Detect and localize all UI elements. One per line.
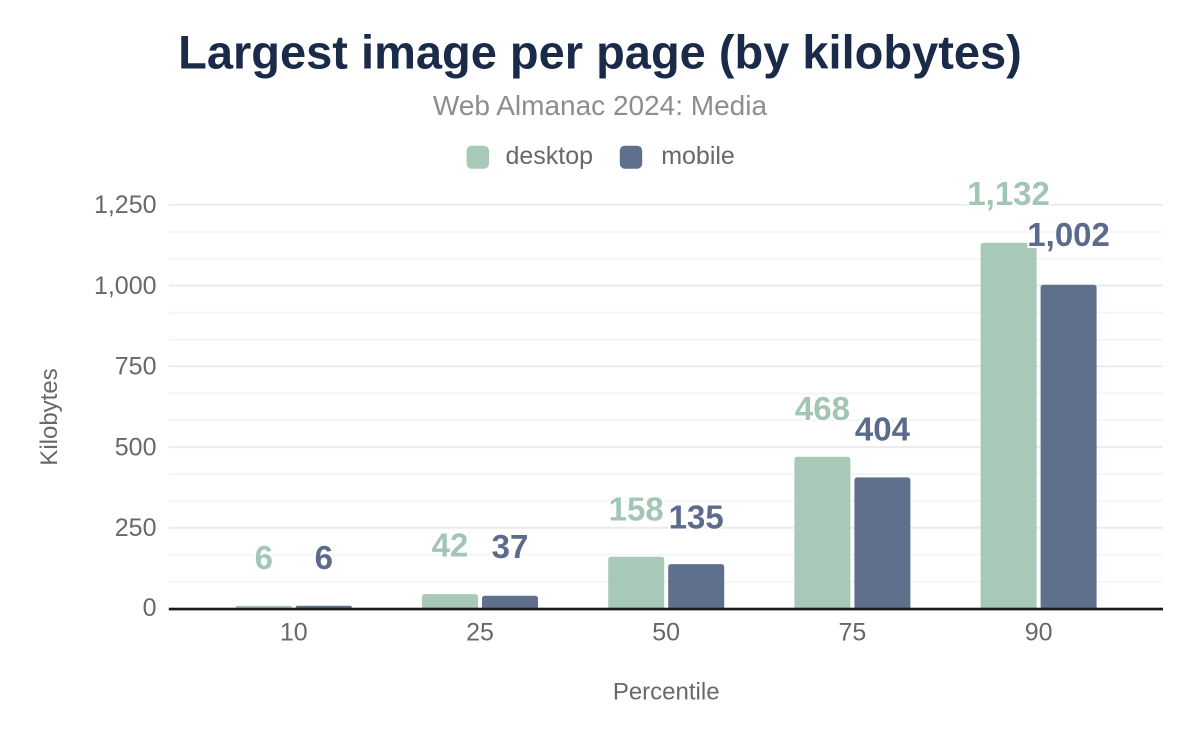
svg-text:75: 75 xyxy=(838,619,866,647)
svg-text:0: 0 xyxy=(143,594,157,622)
svg-text:desktop: desktop xyxy=(506,142,594,170)
svg-text:50: 50 xyxy=(652,619,680,647)
svg-text:500: 500 xyxy=(115,433,157,461)
svg-text:6: 6 xyxy=(255,539,273,576)
svg-text:42: 42 xyxy=(432,527,469,564)
svg-text:250: 250 xyxy=(115,514,157,542)
svg-text:25: 25 xyxy=(466,619,494,647)
svg-text:mobile: mobile xyxy=(661,142,735,170)
svg-text:1,002: 1,002 xyxy=(1027,216,1110,253)
svg-text:90: 90 xyxy=(1025,619,1053,647)
svg-text:468: 468 xyxy=(795,390,850,427)
svg-text:6: 6 xyxy=(315,539,333,576)
svg-text:Percentile: Percentile xyxy=(613,679,720,706)
svg-text:Web Almanac 2024: Media: Web Almanac 2024: Media xyxy=(433,90,768,121)
svg-text:Kilobytes: Kilobytes xyxy=(36,368,63,465)
svg-text:Largest image per page (by kil: Largest image per page (by kilobytes) xyxy=(178,26,1022,79)
svg-text:37: 37 xyxy=(492,528,529,565)
svg-text:1,250: 1,250 xyxy=(94,191,157,219)
svg-text:404: 404 xyxy=(855,411,911,448)
svg-text:158: 158 xyxy=(609,491,664,528)
svg-text:10: 10 xyxy=(280,619,308,647)
svg-text:750: 750 xyxy=(115,353,157,381)
svg-text:1,132: 1,132 xyxy=(967,175,1050,212)
svg-text:135: 135 xyxy=(669,498,724,535)
svg-text:1,000: 1,000 xyxy=(94,272,157,300)
